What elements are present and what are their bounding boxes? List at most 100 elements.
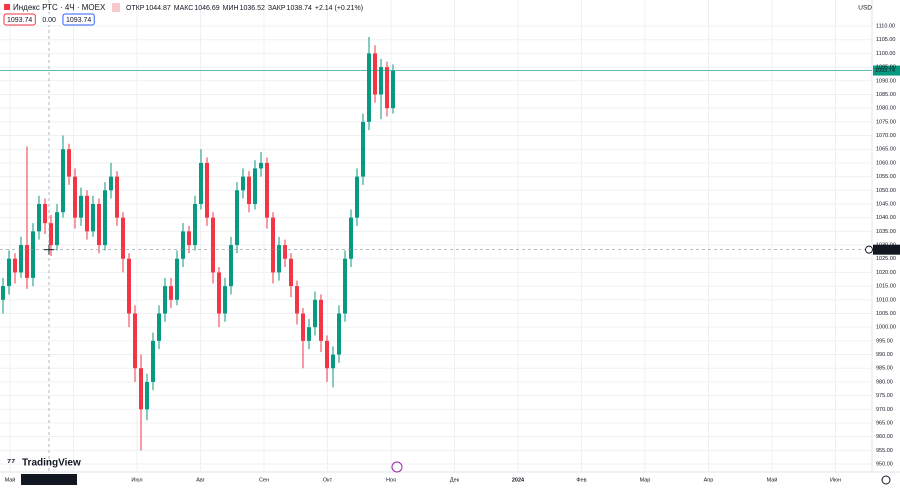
candle-body xyxy=(265,162,269,218)
y-tick-label: 1085.00 xyxy=(876,92,896,98)
x-tick-label: Май xyxy=(767,476,778,483)
x-tick-label: Июл xyxy=(131,477,142,483)
crosshair-time-tag xyxy=(21,474,77,485)
candle-body xyxy=(343,258,347,314)
y-tick-label: 1110.00 xyxy=(876,23,895,29)
candle-body xyxy=(223,286,227,314)
y-tick-label: 1045.00 xyxy=(876,201,896,207)
candle-body xyxy=(391,70,395,109)
candle-body xyxy=(31,231,35,278)
last-price-tag xyxy=(873,65,900,76)
value-box-text: 1093.74 xyxy=(66,17,91,24)
ohlc-value: 1036.52 xyxy=(240,5,265,12)
candle-body xyxy=(109,176,113,191)
candle-body xyxy=(67,149,71,177)
y-tick-label: 1100.00 xyxy=(876,51,895,57)
last-price-label: 1093.74 xyxy=(875,68,895,74)
x-tick-label: Окт xyxy=(323,477,333,483)
candle-body xyxy=(211,217,215,273)
candle-body xyxy=(277,245,281,273)
candle-body xyxy=(325,340,329,369)
y-tick-label: 1080.00 xyxy=(876,106,896,112)
y-tick-label: 1020.00 xyxy=(876,270,896,276)
candle-body xyxy=(205,162,209,218)
candle-body xyxy=(217,272,221,314)
candle-body xyxy=(43,203,47,224)
candle-body xyxy=(169,286,173,300)
candle-body xyxy=(337,313,341,355)
symbol-flag xyxy=(4,4,10,10)
candle-body xyxy=(319,299,323,341)
settings-icon[interactable] xyxy=(881,475,891,485)
candle-body xyxy=(271,217,275,273)
candle-body xyxy=(259,162,263,169)
candle-body xyxy=(97,203,101,246)
x-tick-label: Май xyxy=(5,476,16,483)
candle-body xyxy=(157,313,161,341)
candle-body xyxy=(361,121,365,177)
y-tick-label: 1035.00 xyxy=(876,229,896,235)
symbol-icon[interactable] xyxy=(112,3,120,12)
candle-body xyxy=(331,354,335,369)
candle-body xyxy=(181,231,185,259)
y-tick-label: 960.00 xyxy=(876,434,893,440)
candle-body xyxy=(175,258,179,300)
candle-body xyxy=(139,368,143,410)
y-tick-label: 975.00 xyxy=(876,393,893,399)
x-tick-label: Ноя xyxy=(386,477,396,483)
candle-body xyxy=(187,231,191,246)
x-tick-label: Авг xyxy=(196,477,205,483)
logo-mark: ⁷⁷ xyxy=(7,458,15,469)
y-tick-label: 955.00 xyxy=(876,448,893,454)
candle-body xyxy=(193,203,197,246)
y-tick-label: 1015.00 xyxy=(876,284,896,290)
y-tick-label: 990.00 xyxy=(876,352,893,358)
y-tick-label: 995.00 xyxy=(876,338,893,344)
y-tick-label: 1060.00 xyxy=(876,160,896,166)
y-tick-label: 1005.00 xyxy=(876,311,896,317)
value-box xyxy=(3,13,36,26)
candle-body xyxy=(145,381,149,410)
y-tick-label: 1105.00 xyxy=(876,37,895,43)
ohlc-label: МИН xyxy=(223,5,239,12)
candle-body xyxy=(379,67,383,95)
symbol: Индекс РТС · 4Ч · MOEX xyxy=(13,3,106,12)
ohlc-label: МАКС xyxy=(174,5,194,12)
candle-body xyxy=(253,168,257,204)
candle-body xyxy=(229,245,233,287)
currency[interactable]: USD xyxy=(858,5,872,12)
x-tick-label: Сен xyxy=(259,477,269,483)
y-tick-label: 1075.00 xyxy=(876,119,896,125)
event-icon[interactable] xyxy=(391,461,403,473)
candle-body xyxy=(55,212,59,246)
y-tick-label: 1000.00 xyxy=(876,325,896,331)
y-tick-label: 950.00 xyxy=(876,462,893,468)
x-tick-label: 2024 xyxy=(512,477,525,483)
y-tick-label: 1055.00 xyxy=(876,174,896,180)
y-tick-label: 1050.00 xyxy=(876,188,896,194)
y-tick-label: 980.00 xyxy=(876,379,893,385)
y-tick-label: 970.00 xyxy=(876,407,893,413)
ohlc-label: ЗАКР xyxy=(268,5,286,12)
candle-body xyxy=(37,203,41,232)
y-tick-label: 1090.00 xyxy=(876,78,896,84)
x-tick-label: Июн xyxy=(830,477,841,483)
crosshair-price-label: 1028.31 xyxy=(875,247,895,253)
y-tick-label: 965.00 xyxy=(876,420,893,426)
ohlc-label: ОТКР xyxy=(126,5,145,12)
candle-body xyxy=(163,286,167,314)
logo: ⁷⁷ TradingView xyxy=(7,458,81,469)
candle-body xyxy=(151,340,155,382)
crosshair-plus[interactable] xyxy=(865,245,873,254)
candle-body xyxy=(289,258,293,287)
candle-body xyxy=(73,176,77,218)
logo-text: TradingView xyxy=(22,458,81,469)
change: +2.14 (+0.21%) xyxy=(315,5,363,12)
candle-body xyxy=(7,258,11,287)
candle-body xyxy=(19,245,23,273)
candle-body xyxy=(385,67,389,109)
candle-body xyxy=(355,176,359,218)
value-box-text: 1093.74 xyxy=(7,17,32,24)
x-tick-label: Мар xyxy=(640,477,651,483)
